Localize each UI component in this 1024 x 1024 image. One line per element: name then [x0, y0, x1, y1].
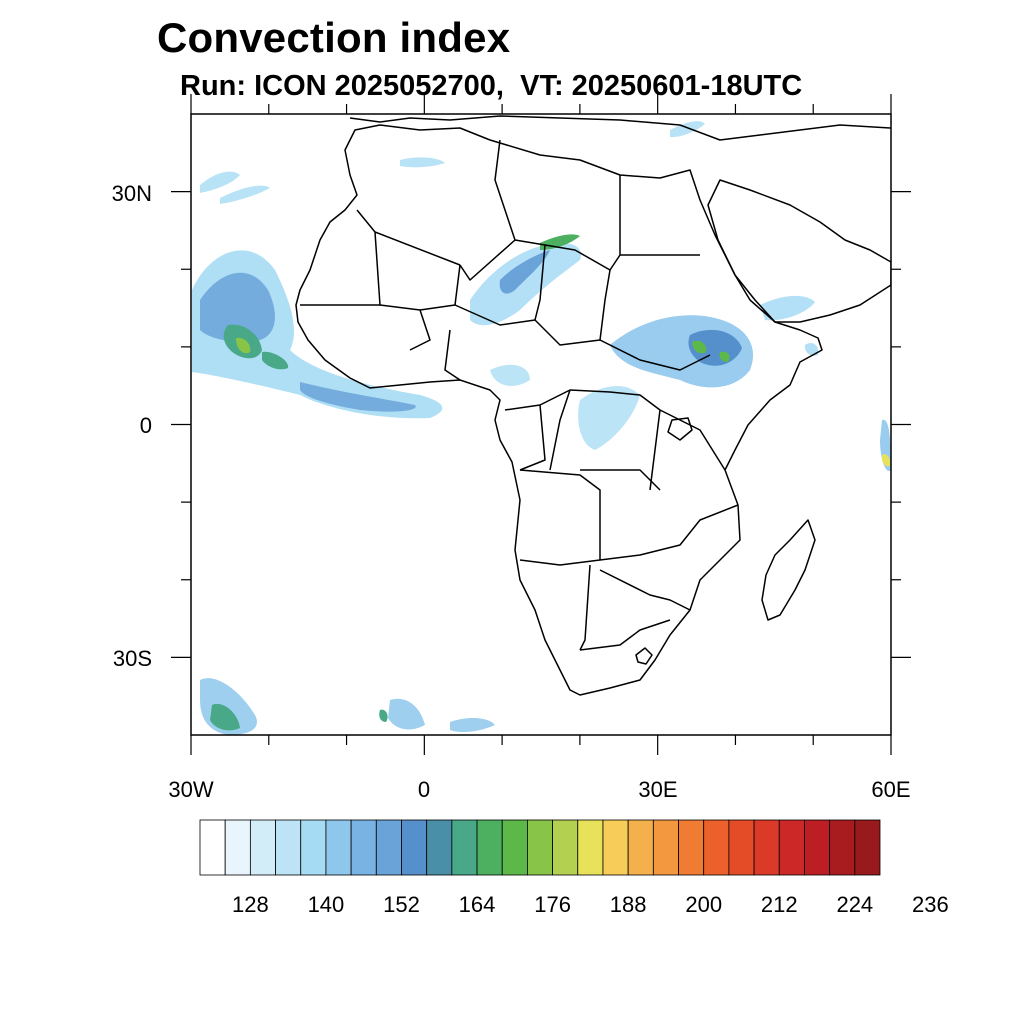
lat-label-30n: 30N: [112, 181, 152, 206]
colorbar-swatch: [476, 819, 503, 876]
colorbar-swatch: [527, 819, 553, 876]
shading-sahel-central-core: [499, 250, 550, 294]
colorbar-swatch: [451, 819, 478, 876]
colorbar-swatch: [753, 819, 780, 876]
colorbar-tick-label: 200: [685, 892, 722, 917]
lon-label-30e: 30E: [638, 777, 677, 802]
colorbar: [199, 819, 881, 876]
colorbar-tick-label: 140: [308, 892, 345, 917]
colorbar-swatch: [501, 819, 528, 876]
shading-central-africa: [490, 364, 640, 450]
colorbar-tick-label: 188: [610, 892, 647, 917]
map-frame: [190, 113, 892, 736]
lat-label-30s: 30S: [113, 646, 152, 671]
map-area: [192, 115, 891, 735]
shading-south-atlantic-core: [210, 703, 388, 731]
colorbar-swatch: [275, 819, 302, 876]
shading-atlantic-core: [223, 324, 289, 370]
colorbar-swatch: [401, 819, 428, 876]
colorbar-swatch: [602, 819, 629, 876]
colorbar-swatch: [778, 819, 805, 876]
colorbar-tick-label: 224: [836, 892, 873, 917]
lon-label-0: 0: [418, 777, 430, 802]
colorbar-swatch: [375, 819, 402, 876]
shading-ethiopia-green: [692, 340, 730, 362]
colorbar-tick-label: 164: [459, 892, 496, 917]
colorbar-swatch: [577, 819, 604, 876]
lon-label-30w: 30W: [168, 777, 213, 802]
shading-north-africa-coast: [400, 121, 705, 168]
colorbar-swatch: [426, 819, 453, 876]
colorbar-swatch: [678, 819, 705, 876]
africa-coastline: [295, 124, 823, 696]
shading-arabia: [760, 295, 819, 356]
colorbar-swatch: [552, 819, 579, 876]
lesotho-border: [635, 647, 653, 665]
lake-victoria: [667, 417, 693, 441]
country-borders-south: [519, 469, 739, 651]
madagascar-coastline: [761, 519, 816, 621]
colorbar-tick-label: 152: [383, 892, 420, 917]
colorbar-swatch: [804, 819, 831, 876]
chart-title: Convection index: [157, 14, 511, 61]
shading-sahel-central: [470, 243, 581, 326]
europe-coastline: [349, 115, 891, 141]
colorbar-swatch: [300, 819, 327, 876]
convection-shading: [192, 121, 891, 735]
shading-atlantic-band-mid: [200, 272, 416, 412]
colorbar-tick-label: 176: [534, 892, 571, 917]
coastlines-borders: [295, 115, 891, 696]
country-borders-sahel: [379, 269, 711, 381]
shading-atlantic-hotspot: [236, 337, 251, 354]
lon-label-60e: 60E: [871, 777, 910, 802]
colorbar-swatch: [627, 819, 654, 876]
colorbar-tick-label: 212: [761, 892, 798, 917]
colorbar-swatch: [350, 819, 377, 876]
colorbar-swatch: [325, 819, 352, 876]
colorbar-swatch: [224, 819, 251, 876]
shading-north-atlantic: [200, 171, 270, 204]
colorbar-swatch: [199, 819, 226, 876]
arabia-coastline: [707, 179, 891, 323]
colorbar-labels: 128 140 152 164 176 188 200 212 224 236: [232, 892, 949, 917]
colorbar-swatch: [829, 819, 856, 876]
chart-subtitle: Run: ICON 2025052700, VT: 20250601-18UTC: [180, 70, 803, 102]
colorbar-swatch: [854, 819, 881, 876]
colorbar-swatch: [703, 819, 730, 876]
lat-label-0: 0: [140, 413, 152, 438]
colorbar-tick-label: 128: [232, 892, 269, 917]
colorbar-swatch: [652, 819, 679, 876]
axis-ticks: [171, 94, 911, 755]
shading-indian-ocean-core: [881, 454, 891, 467]
colorbar-swatch: [249, 819, 276, 876]
shading-south-atlantic: [200, 678, 495, 735]
colorbar-swatch: [728, 819, 755, 876]
colorbar-tick-label: 236: [912, 892, 949, 917]
country-borders-central: [504, 389, 726, 491]
